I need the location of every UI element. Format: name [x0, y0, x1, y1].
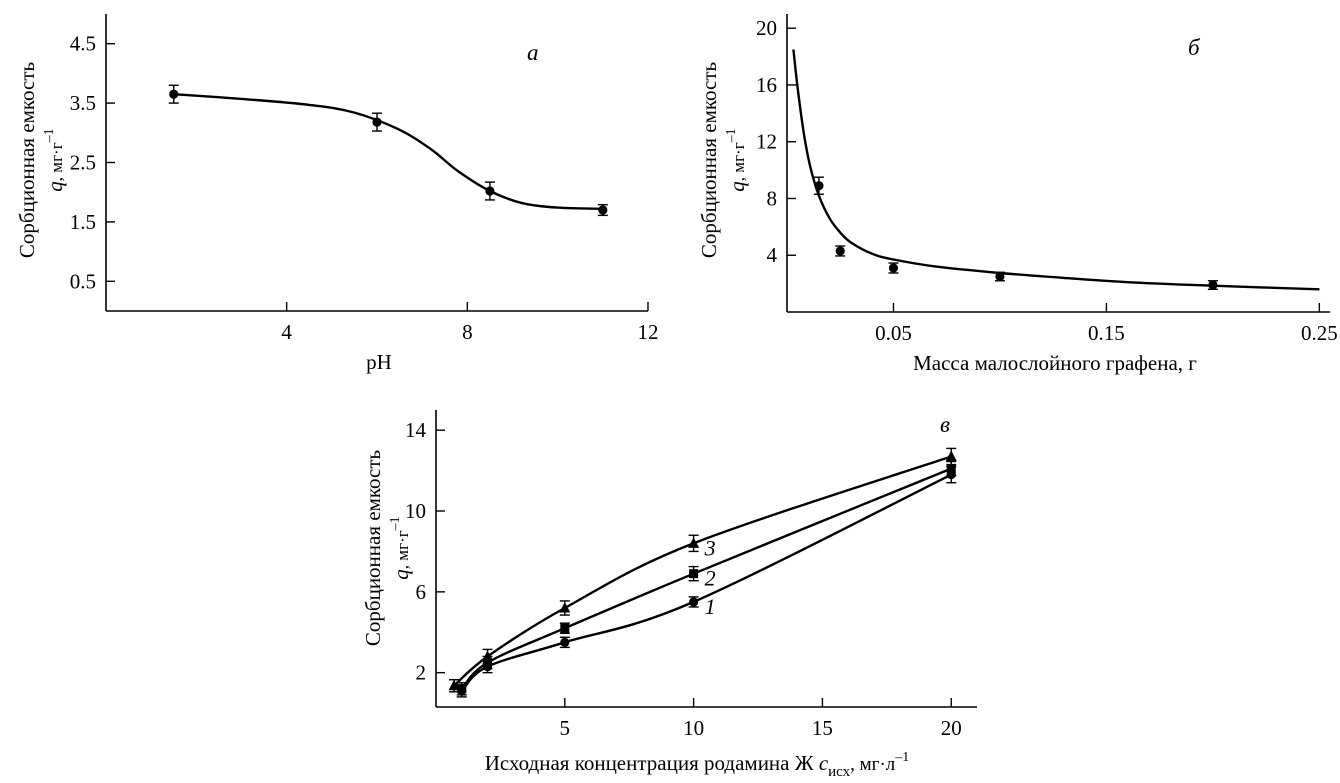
panel-c-series-2-point — [689, 569, 699, 579]
panel-c-series-3-point — [688, 537, 700, 548]
svg-text:Сорбционная емкость: Сорбционная емкость — [361, 450, 385, 646]
panel-a-x-axis-label: pH — [366, 350, 392, 374]
panel-c-series-3-point — [448, 679, 460, 691]
panel-c-series-2-point — [946, 464, 956, 474]
panel-a-series-1-point — [598, 205, 608, 215]
panel-b-y-tick-label: 8 — [767, 186, 778, 210]
panel-c-x-tick-label: 15 — [812, 716, 833, 740]
panel-b-y-tick-label: 20 — [756, 16, 777, 40]
panel-c-series-3-point — [945, 450, 957, 461]
panel-a-series-1-point — [169, 89, 179, 99]
panel-a-series-1-point — [372, 117, 382, 127]
panel-b-x-tick-label: 0.05 — [875, 321, 912, 345]
panel-b-chart: 0.05 0.15 0.25 4 8 12 16 20 б Масса малослойног… — [697, 14, 1338, 375]
panel-b-y-axis-label: Сорбционная емкость q, мг·г–1 — [697, 62, 749, 258]
panel-b-x-tick-label: 0.25 — [1301, 321, 1338, 345]
panel-a-y-axis-label: Сорбционная емкость q, мг·г–1 — [15, 62, 67, 258]
svg-text:q, мг·г–1: q, мг·г–1 — [724, 128, 749, 191]
panel-c-curve-label-2: 2 — [705, 566, 716, 591]
panel-a-series-1-point — [485, 186, 495, 196]
panel-c-y-tick-label: 10 — [405, 499, 426, 523]
panel-b-x-tick-label: 0.15 — [1088, 321, 1125, 345]
panel-c-series-2-point — [560, 623, 570, 633]
panel-c-y-tick-label: 2 — [416, 661, 427, 685]
panel-b-y-tick-label: 16 — [756, 73, 777, 97]
svg-text:q, мг·г–1: q, мг·г–1 — [42, 128, 67, 191]
panel-b-y-tick-label: 4 — [767, 243, 778, 267]
panel-a-chart: 4 8 12 0.5 1.5 2.5 3.5 4.5 а pH Сорбционная емк… — [15, 14, 659, 374]
panel-c-curve-label-3: 3 — [704, 535, 716, 560]
panel-c-x-tick-label: 5 — [560, 716, 571, 740]
panel-c-curve-label-1: 1 — [705, 594, 716, 619]
panel-a-y-tick-label: 3.5 — [70, 91, 96, 115]
panel-c-series-3-point — [482, 650, 494, 661]
panel-b-series-1-point — [995, 271, 1005, 282]
panel-b-series-1-point — [835, 246, 845, 256]
panel-b-series-1-line — [792, 49, 1320, 291]
svg-text:Сорбционная емкость: Сорбционная емкость — [697, 62, 721, 258]
panel-c-x-tick-label: 10 — [683, 716, 704, 740]
panel-a-letter: а — [527, 40, 539, 65]
panel-c-y-axis-label: Сорбционная емкость q, мг·г–1 — [361, 450, 413, 646]
panel-c-letter: в — [940, 412, 950, 437]
panel-b-x-axis-label: Масса малослойного графена, г — [913, 351, 1197, 375]
panel-c-series-3-point — [559, 602, 571, 613]
panel-a-y-tick-label: 1.5 — [70, 210, 96, 234]
panel-c-y-tick-label: 6 — [416, 580, 427, 604]
panel-a-y-tick-label: 4.5 — [70, 32, 96, 56]
panel-c-x-tick-label: 20 — [941, 716, 962, 740]
panel-a-y-tick-label: 0.5 — [70, 269, 96, 293]
panel-c-y-tick-label: 14 — [405, 418, 427, 442]
panel-c-series-1-point — [689, 597, 699, 607]
panel-c-x-axis-label: Исходная концентрация родамина Ж cисх, м… — [485, 750, 910, 780]
panel-c-chart: 5 10 15 20 2 6 10 14 1 2 3 в Исходная концентраци… — [361, 410, 977, 780]
panel-b-letter: б — [1188, 35, 1201, 60]
panel-a-series-1-line — [173, 93, 603, 210]
panel-b-series-1-point — [814, 181, 824, 191]
panel-a-x-tick-label: 8 — [462, 320, 473, 344]
panel-c-series-2-point — [457, 684, 467, 694]
panel-a-x-tick-label: 12 — [638, 320, 659, 344]
panel-a-y-tick-label: 2.5 — [70, 151, 96, 175]
svg-text:Сорбционная емкость: Сорбционная емкость — [15, 62, 39, 258]
panel-a-x-tick-label: 4 — [281, 320, 292, 344]
panel-b-series-1-point — [888, 263, 899, 273]
panel-b-y-tick-label: 12 — [756, 130, 777, 154]
svg-text:q, мг·г–1: q, мг·г–1 — [388, 516, 413, 579]
panel-c-series-1-point — [560, 637, 570, 647]
panel-b-series-1-point — [1208, 280, 1218, 290]
